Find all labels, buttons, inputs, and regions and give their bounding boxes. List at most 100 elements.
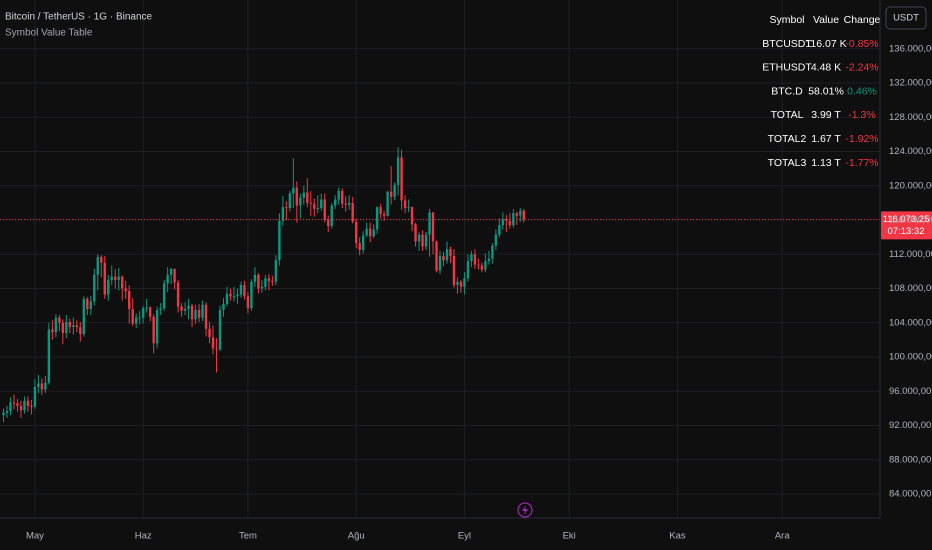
chart-title: Bitcoin / TetherUS · 1G · Binance [5, 12, 153, 23]
currency-button[interactable] [885, 6, 927, 30]
candle-body [260, 286, 264, 289]
candle-body [438, 256, 442, 271]
x-tick-label: Haz [135, 531, 152, 542]
y-tick-label: 96.000,00 [889, 386, 931, 397]
candle-body [96, 256, 99, 275]
candle-body [379, 207, 382, 215]
candle-body [470, 254, 473, 262]
candle-body [121, 276, 124, 289]
candle-body [334, 199, 337, 206]
candle-body [239, 285, 243, 295]
price-label-box [881, 211, 932, 240]
candle-body [480, 265, 484, 270]
candle-body [162, 283, 166, 309]
candle-body [498, 225, 501, 235]
table-symbol: ETHUSDT [762, 62, 812, 74]
candle-body [386, 191, 389, 216]
candle-body [250, 281, 253, 309]
candle-body [295, 187, 299, 206]
table-change: -1.77% [845, 157, 878, 169]
candle-body [89, 301, 92, 310]
grid [0, 0, 880, 518]
candle-body [389, 191, 393, 197]
candle-body [51, 329, 54, 333]
candle-body [477, 264, 480, 266]
candle-body [354, 221, 358, 244]
lightning-icon[interactable] [517, 502, 533, 518]
candle-body [243, 285, 246, 297]
x-tick-label: Eki [563, 531, 576, 542]
currency-label[interactable]: USDT [893, 13, 919, 24]
candle-body [218, 309, 222, 350]
y-tick-label: 84.000,00 [889, 489, 931, 500]
candle-body [484, 261, 487, 270]
candle-body [358, 243, 361, 251]
candle-body [232, 296, 236, 298]
table-value: 1.13 T [811, 157, 841, 169]
table-value: 3.99 T [811, 109, 841, 121]
table-header: Symbol [769, 14, 804, 26]
candle-body [79, 327, 82, 334]
y-tick-label: 104.000,00 [889, 317, 932, 328]
candle-body [131, 309, 134, 324]
candle-body [267, 278, 271, 281]
y-tick-label: 116.000,00 [889, 215, 932, 226]
candle-body [313, 203, 316, 209]
y-tick-label: 88.000,00 [889, 454, 931, 465]
candle-body [134, 317, 138, 324]
candle-body [72, 325, 75, 328]
candle-body [274, 260, 278, 282]
candle-body [519, 210, 522, 216]
candle-body [190, 305, 194, 320]
candle-body [40, 383, 44, 390]
candle-body [33, 387, 37, 407]
candle-body [341, 190, 344, 204]
candle-body [12, 402, 16, 404]
candle-body [278, 220, 281, 261]
candle-body [407, 207, 410, 209]
x-tick-label: Tem [239, 531, 257, 542]
candle-body [58, 317, 61, 323]
candle-body [368, 228, 372, 237]
candle-body [421, 234, 424, 247]
candle-body [365, 228, 368, 236]
candle-body [466, 261, 470, 279]
candle-body [204, 304, 208, 329]
candle-body [141, 308, 145, 318]
y-tick-label: 124.000,00 [889, 146, 932, 157]
candle-body [473, 254, 477, 265]
candle-body [44, 382, 47, 390]
y-tick-label: 92.000,00 [889, 420, 931, 431]
candle-body [86, 298, 89, 310]
table-value: 58.01% [808, 85, 844, 97]
table-symbol: TOTAL2 [768, 133, 807, 145]
candle-body [201, 304, 204, 318]
candle-body [494, 234, 498, 246]
countdown: 07:13:32 [888, 226, 925, 237]
candle-body [344, 203, 347, 205]
candle-body [452, 256, 456, 286]
candle-body [128, 291, 131, 310]
candle-body [288, 193, 292, 209]
candle-body [169, 268, 173, 275]
candle-body [396, 157, 400, 185]
candle-body [428, 212, 431, 235]
candle-body [246, 296, 250, 309]
table-change: -2.24% [845, 62, 878, 74]
y-tick-label: 132.000,00 [889, 78, 932, 89]
candle-body [9, 402, 12, 411]
candle-body [456, 281, 459, 286]
candle-body [166, 274, 169, 284]
candle-body [103, 262, 106, 295]
candle-body [403, 200, 407, 209]
candle-body [508, 220, 512, 226]
candle-body [194, 309, 197, 320]
candle-body [183, 309, 187, 311]
x-tick-label: May [26, 531, 44, 542]
candle-body [264, 278, 267, 287]
candle-body [316, 208, 319, 210]
candle-body [292, 187, 295, 194]
candle-body [229, 293, 232, 297]
